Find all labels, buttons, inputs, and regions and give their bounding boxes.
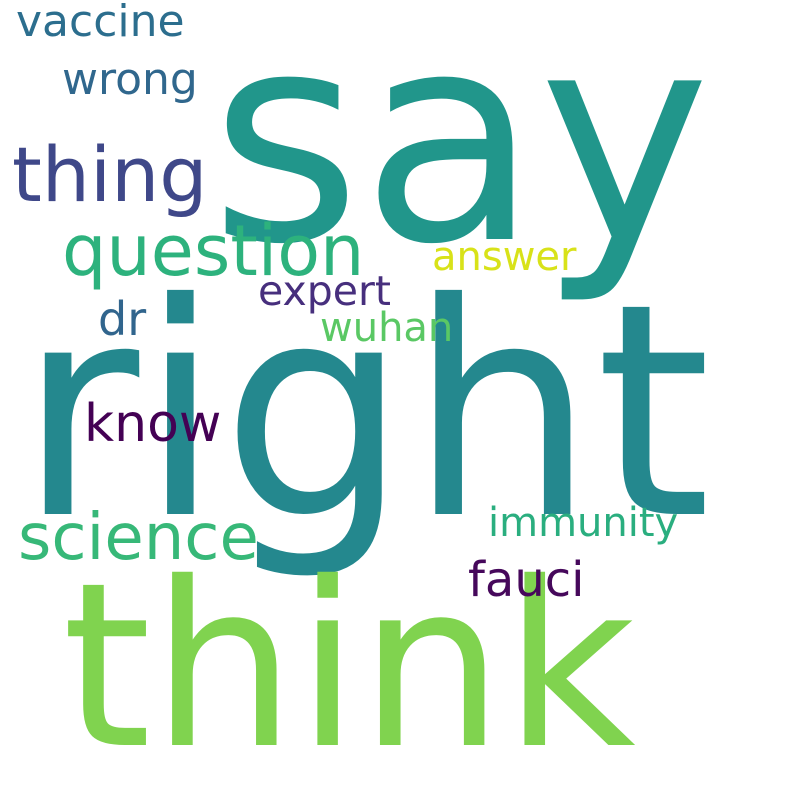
word-think: think xyxy=(62,533,636,799)
word-wuhan: wuhan xyxy=(320,305,454,351)
word-expert: expert xyxy=(258,267,391,315)
word-wrong: wrong xyxy=(62,54,198,105)
word-immunity: immunity xyxy=(488,500,679,546)
word-know: know xyxy=(84,394,222,454)
word-question: question xyxy=(62,210,365,292)
word-science: science xyxy=(18,501,259,575)
word-right: right xyxy=(18,240,712,584)
word-dr: dr xyxy=(98,292,147,346)
word-thing: thing xyxy=(12,130,208,219)
word-say: say xyxy=(210,0,711,308)
word-fauci: fauci xyxy=(468,552,585,608)
word-answer: answer xyxy=(432,234,577,280)
word-vaccine: vaccine xyxy=(16,0,185,47)
